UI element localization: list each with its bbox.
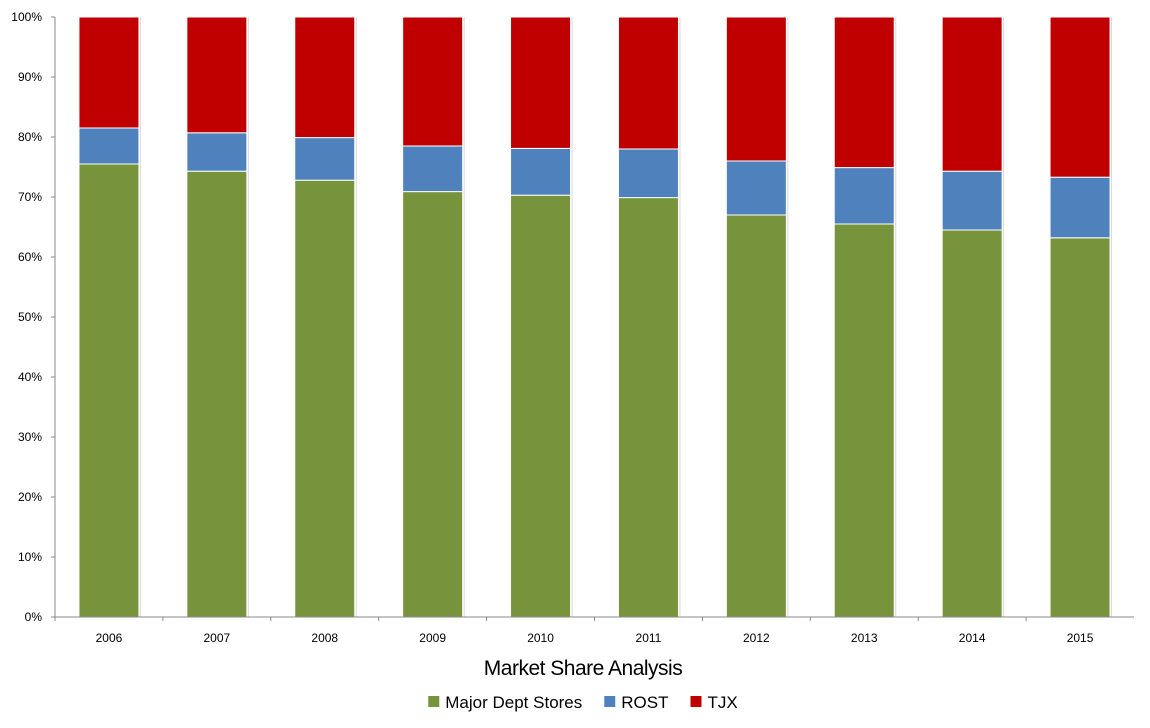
legend: Major Dept Stores ROST TJX — [428, 693, 738, 712]
bar-segment — [941, 229, 1003, 618]
y-tick-label: 100% — [11, 10, 42, 24]
bar-segment — [617, 148, 679, 199]
y-tick-label: 10% — [18, 550, 42, 564]
bar-segment — [725, 160, 787, 216]
y-tick-label: 80% — [18, 130, 42, 144]
y-tick-label: 70% — [18, 190, 42, 204]
bar-segment — [294, 179, 356, 618]
bars — [78, 16, 1113, 618]
bar-segment — [725, 16, 787, 162]
y-tick-label: 50% — [18, 310, 42, 324]
bar-segment — [725, 214, 787, 618]
x-tick-label: 2013 — [851, 631, 878, 645]
bar-segment — [402, 191, 464, 618]
legend-label: ROST — [621, 693, 668, 712]
legend-swatch — [604, 696, 616, 707]
bar-segment — [1049, 176, 1111, 239]
x-tick-label: 2011 — [636, 631, 662, 645]
y-tick-label: 0% — [25, 610, 43, 624]
bar-segment — [186, 132, 248, 172]
bar-segment — [186, 16, 248, 134]
x-tick-label: 2006 — [96, 631, 123, 645]
legend-swatch — [690, 696, 702, 707]
y-tick-label: 90% — [18, 70, 42, 84]
legend-label: TJX — [708, 693, 738, 712]
y-tick-label: 60% — [18, 250, 42, 264]
bar-segment — [833, 223, 895, 618]
x-tick-label: 2015 — [1067, 631, 1094, 645]
bar-segment — [1049, 16, 1111, 178]
bar-segment — [186, 170, 248, 618]
y-tick-label: 30% — [18, 430, 42, 444]
bar-segment — [510, 147, 572, 196]
bar-segment — [510, 194, 572, 618]
bar-segment — [941, 16, 1003, 172]
x-tick-label: 2010 — [527, 631, 554, 645]
legend-label: Major Dept Stores — [445, 693, 582, 712]
x-axis-ticks: 2006 2007 2008 2009 2010 2011 2012 2013 2014 2015 — [54, 617, 1094, 645]
bar-segment — [617, 16, 679, 150]
y-tick-label: 20% — [18, 490, 42, 504]
bar-segment — [78, 16, 140, 129]
x-tick-label: 2008 — [311, 631, 338, 645]
bar-segment — [78, 127, 140, 165]
bar-segment — [402, 145, 464, 193]
bar-segment — [510, 16, 572, 149]
bar-segment — [941, 170, 1003, 231]
legend-swatch — [428, 696, 440, 707]
bar-segment — [294, 137, 356, 181]
bar-segment — [833, 16, 895, 169]
bar-segment — [78, 163, 140, 618]
bar-segment — [294, 16, 356, 139]
x-tick-label: 2009 — [419, 631, 446, 645]
x-tick-label: 2014 — [959, 631, 986, 645]
y-tick-label: 40% — [18, 370, 42, 384]
y-axis-ticks: 0% 10% 20% 30% 40% 50% 60% 70% 80% 90% 100% — [11, 10, 55, 624]
bar-segment — [402, 16, 464, 147]
bar-segment — [617, 197, 679, 618]
x-tick-label: 2007 — [203, 631, 230, 645]
x-axis-label: Market Share Analysis — [484, 657, 682, 680]
bar-segment — [833, 167, 895, 225]
x-tick-label: 2012 — [743, 631, 770, 645]
bar-segment — [1049, 237, 1111, 618]
